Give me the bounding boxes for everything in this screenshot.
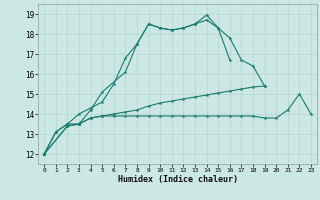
- X-axis label: Humidex (Indice chaleur): Humidex (Indice chaleur): [118, 175, 238, 184]
